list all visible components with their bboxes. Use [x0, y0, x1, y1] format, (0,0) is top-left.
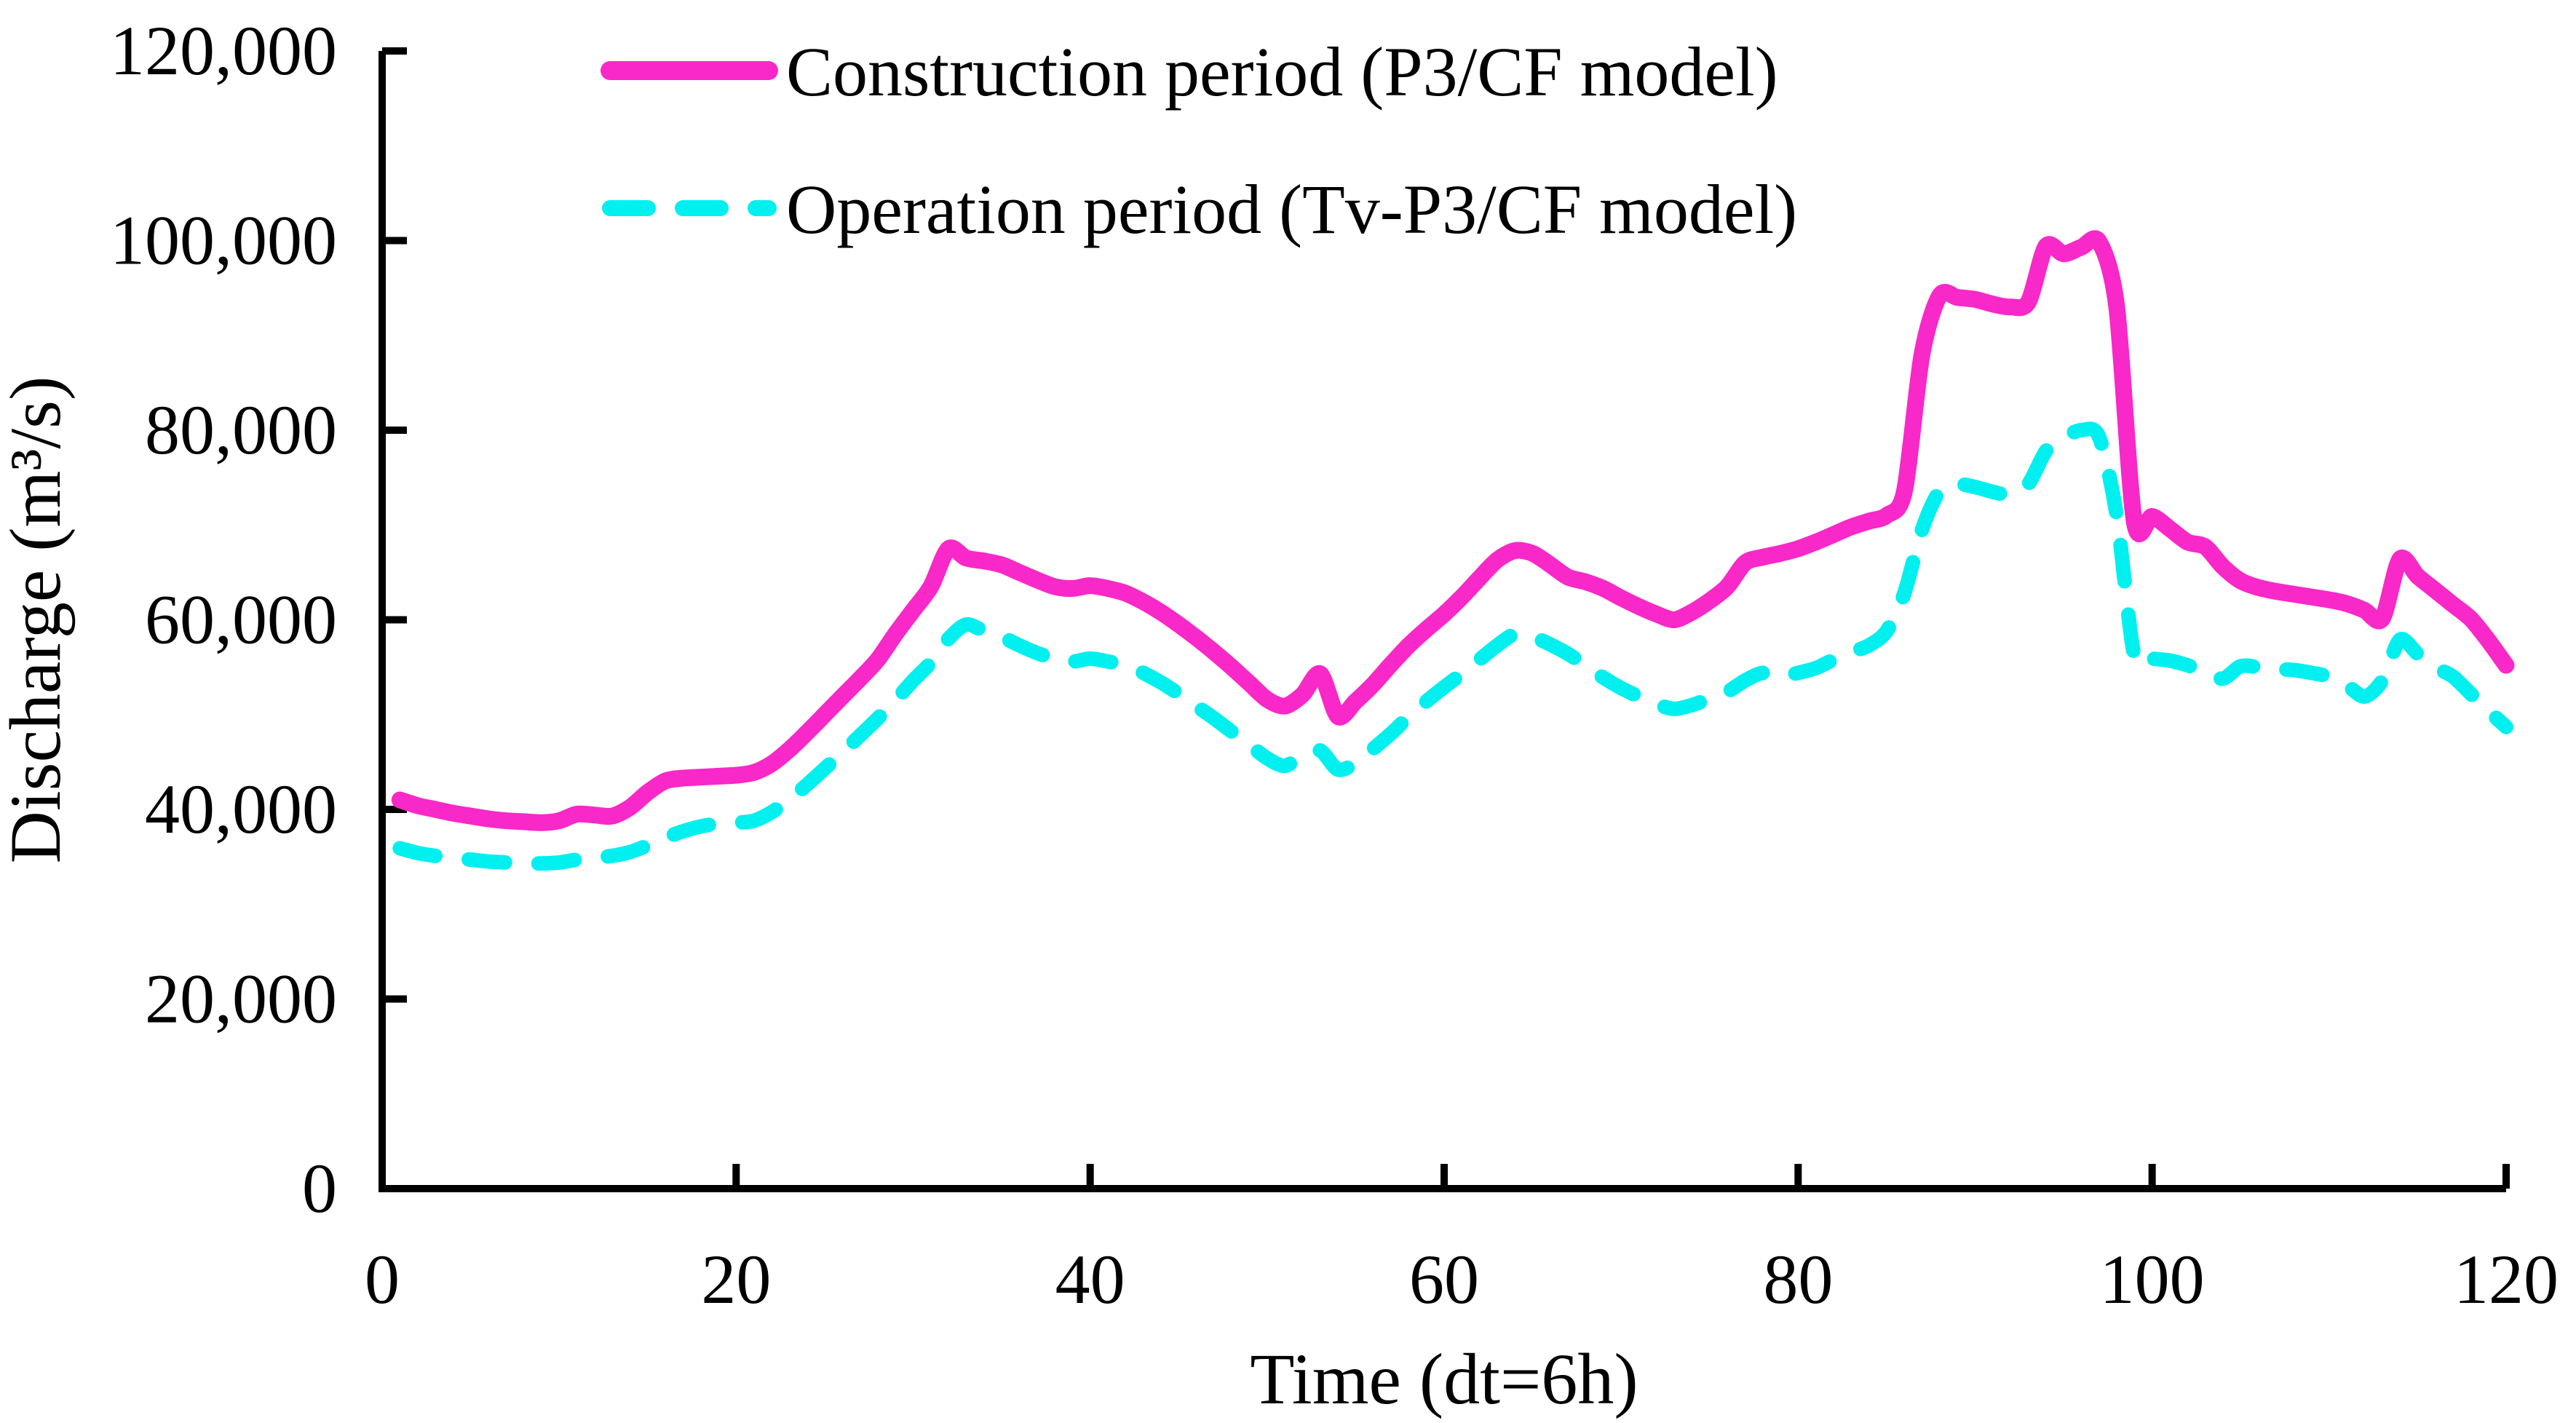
x-tick-label: 40 — [1055, 1240, 1125, 1318]
y-tick-label: 40,000 — [145, 770, 337, 848]
x-tick-label: 100 — [2100, 1240, 2205, 1318]
series-line-construction — [391, 230, 2515, 831]
series-line-operation — [392, 421, 2513, 871]
y-tick-label: 120,000 — [110, 12, 337, 90]
x-tick-label: 20 — [701, 1240, 771, 1318]
x-axis-title: Time (dt=6h) — [1250, 1339, 1638, 1419]
y-tick-label: 80,000 — [145, 391, 337, 469]
y-axis-title: Discharge (m³/s) — [0, 376, 76, 864]
y-tick-label: 100,000 — [110, 202, 337, 280]
legend-label-operation: Operation period (Tv-P3/CF model) — [786, 170, 1797, 248]
x-tick-label: 0 — [365, 1240, 400, 1318]
y-tick-label: 60,000 — [145, 581, 337, 659]
x-tick-label: 120 — [2454, 1240, 2559, 1318]
x-tick-label: 80 — [1763, 1240, 1833, 1318]
legend-label-construction: Construction period (P3/CF model) — [786, 33, 1778, 111]
y-tick-label: 20,000 — [145, 960, 337, 1038]
y-tick-label: 0 — [302, 1149, 337, 1227]
x-tick-label: 60 — [1409, 1240, 1479, 1318]
